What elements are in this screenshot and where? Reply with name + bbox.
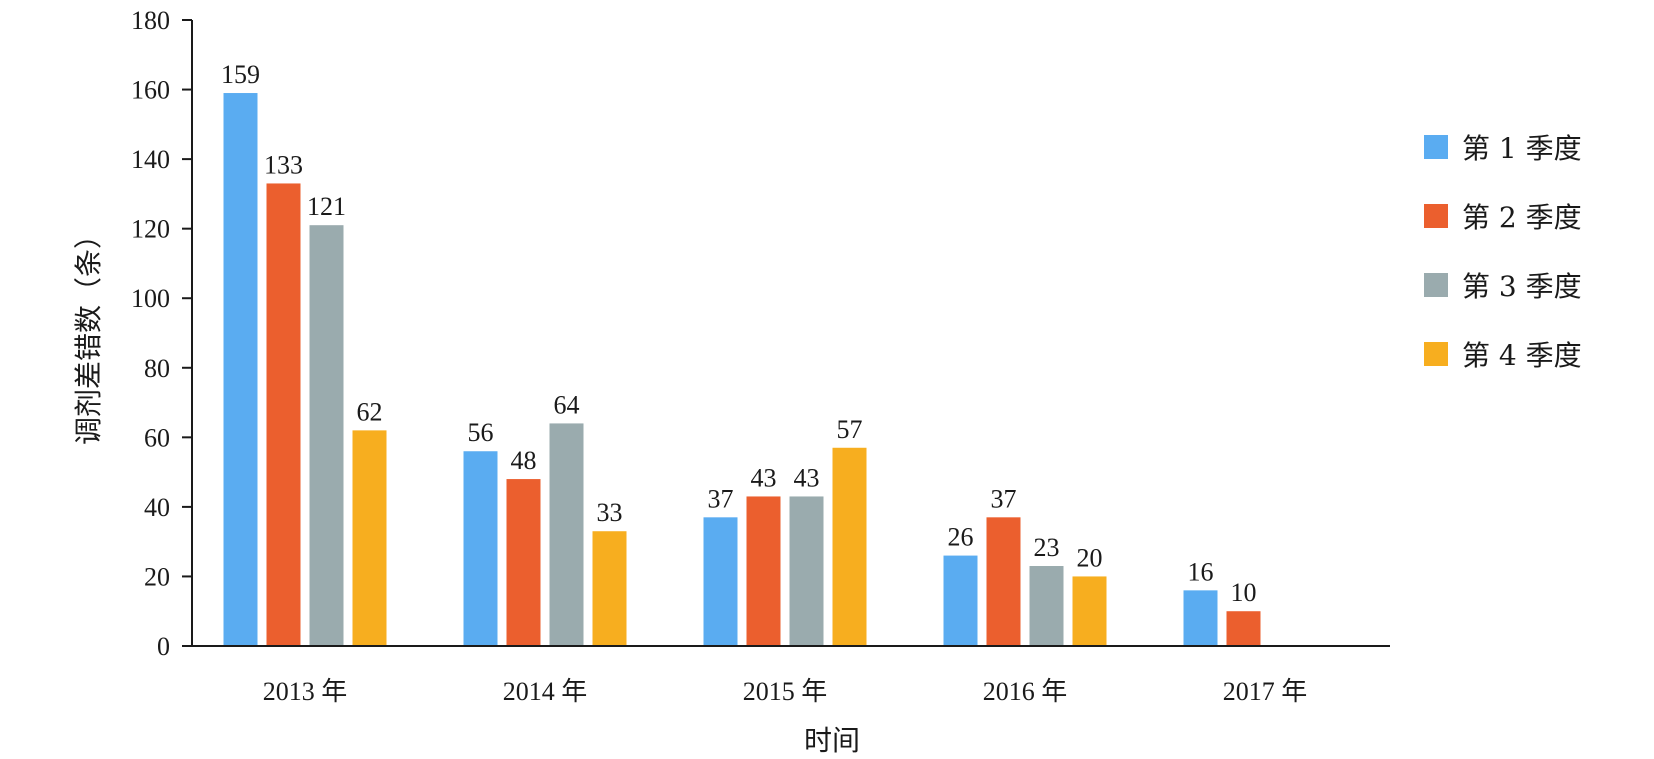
data-label: 10 xyxy=(1231,578,1257,607)
data-label: 57 xyxy=(837,415,863,444)
data-label: 26 xyxy=(948,523,974,552)
bar xyxy=(1072,576,1107,646)
bar xyxy=(223,93,258,647)
data-label: 37 xyxy=(708,484,734,513)
data-label: 48 xyxy=(511,446,537,475)
y-tick-label: 60 xyxy=(144,423,170,452)
bar xyxy=(746,496,781,646)
legend-item: 第 3 季度 xyxy=(1424,270,1582,303)
bar xyxy=(1226,611,1261,646)
bar xyxy=(1183,590,1218,646)
legend-swatch xyxy=(1424,204,1448,228)
bar xyxy=(549,423,584,646)
data-label: 33 xyxy=(597,498,623,527)
bar xyxy=(506,479,541,646)
legend-swatch xyxy=(1424,342,1448,366)
legend-item: 第 2 季度 xyxy=(1424,201,1582,234)
y-tick-label: 160 xyxy=(131,76,170,105)
legend-swatch xyxy=(1424,273,1448,297)
legend-label: 第 2 季度 xyxy=(1462,201,1582,234)
bar xyxy=(266,183,301,646)
data-label: 43 xyxy=(794,463,820,492)
legend: 第 1 季度第 2 季度第 3 季度第 4 季度 xyxy=(1424,132,1582,372)
bar xyxy=(1029,566,1064,646)
y-tick-label: 140 xyxy=(131,145,170,174)
bar xyxy=(832,447,867,646)
data-label: 121 xyxy=(307,192,346,221)
data-label: 133 xyxy=(264,150,303,179)
y-tick-label: 40 xyxy=(144,493,170,522)
x-tick-label: 2013 年 xyxy=(263,677,348,706)
data-label: 56 xyxy=(468,418,494,447)
x-axis: 2013 年 2014 年 2015 年 2016 年 2017 年 xyxy=(192,645,1390,706)
bar xyxy=(703,517,738,646)
bar xyxy=(943,555,978,646)
data-label: 20 xyxy=(1077,543,1103,572)
x-tick-label: 2015 年 xyxy=(743,677,828,706)
y-tick-label: 120 xyxy=(131,215,170,244)
y-tick-label: 20 xyxy=(144,562,170,591)
data-label: 16 xyxy=(1188,557,1214,586)
x-tick-label: 2014 年 xyxy=(503,677,588,706)
bar xyxy=(592,531,627,646)
y-tick-label: 0 xyxy=(157,632,170,661)
x-tick-label: 2016 年 xyxy=(983,677,1068,706)
y-axis: 0 20 40 60 80 100 120 140 160 180 xyxy=(131,6,193,661)
legend-swatch xyxy=(1424,135,1448,159)
bar xyxy=(789,496,824,646)
bar xyxy=(309,225,344,646)
bar xyxy=(352,430,387,646)
data-label: 64 xyxy=(554,390,580,419)
y-tick-label: 180 xyxy=(131,6,170,35)
data-label: 43 xyxy=(751,463,777,492)
legend-label: 第 4 季度 xyxy=(1462,339,1582,372)
legend-item: 第 1 季度 xyxy=(1424,132,1582,165)
data-label: 23 xyxy=(1034,533,1060,562)
data-label: 159 xyxy=(221,60,260,89)
y-tick-label: 100 xyxy=(131,284,170,313)
data-label: 62 xyxy=(357,397,383,426)
legend-label: 第 1 季度 xyxy=(1462,132,1582,165)
y-axis-title: 调剂差错数（条） xyxy=(72,221,105,445)
legend-item: 第 4 季度 xyxy=(1424,339,1582,372)
x-tick-label: 2017 年 xyxy=(1223,677,1308,706)
x-axis-title: 时间 xyxy=(804,724,860,757)
bar xyxy=(986,517,1021,646)
legend-label: 第 3 季度 xyxy=(1462,270,1582,303)
bar xyxy=(463,451,498,646)
y-tick-label: 80 xyxy=(144,354,170,383)
data-label: 37 xyxy=(991,484,1017,513)
plot-area: 159 56 37 26 16 133 48 43 37 10 121 64 43 23 62 33 57 20 xyxy=(221,60,1261,647)
